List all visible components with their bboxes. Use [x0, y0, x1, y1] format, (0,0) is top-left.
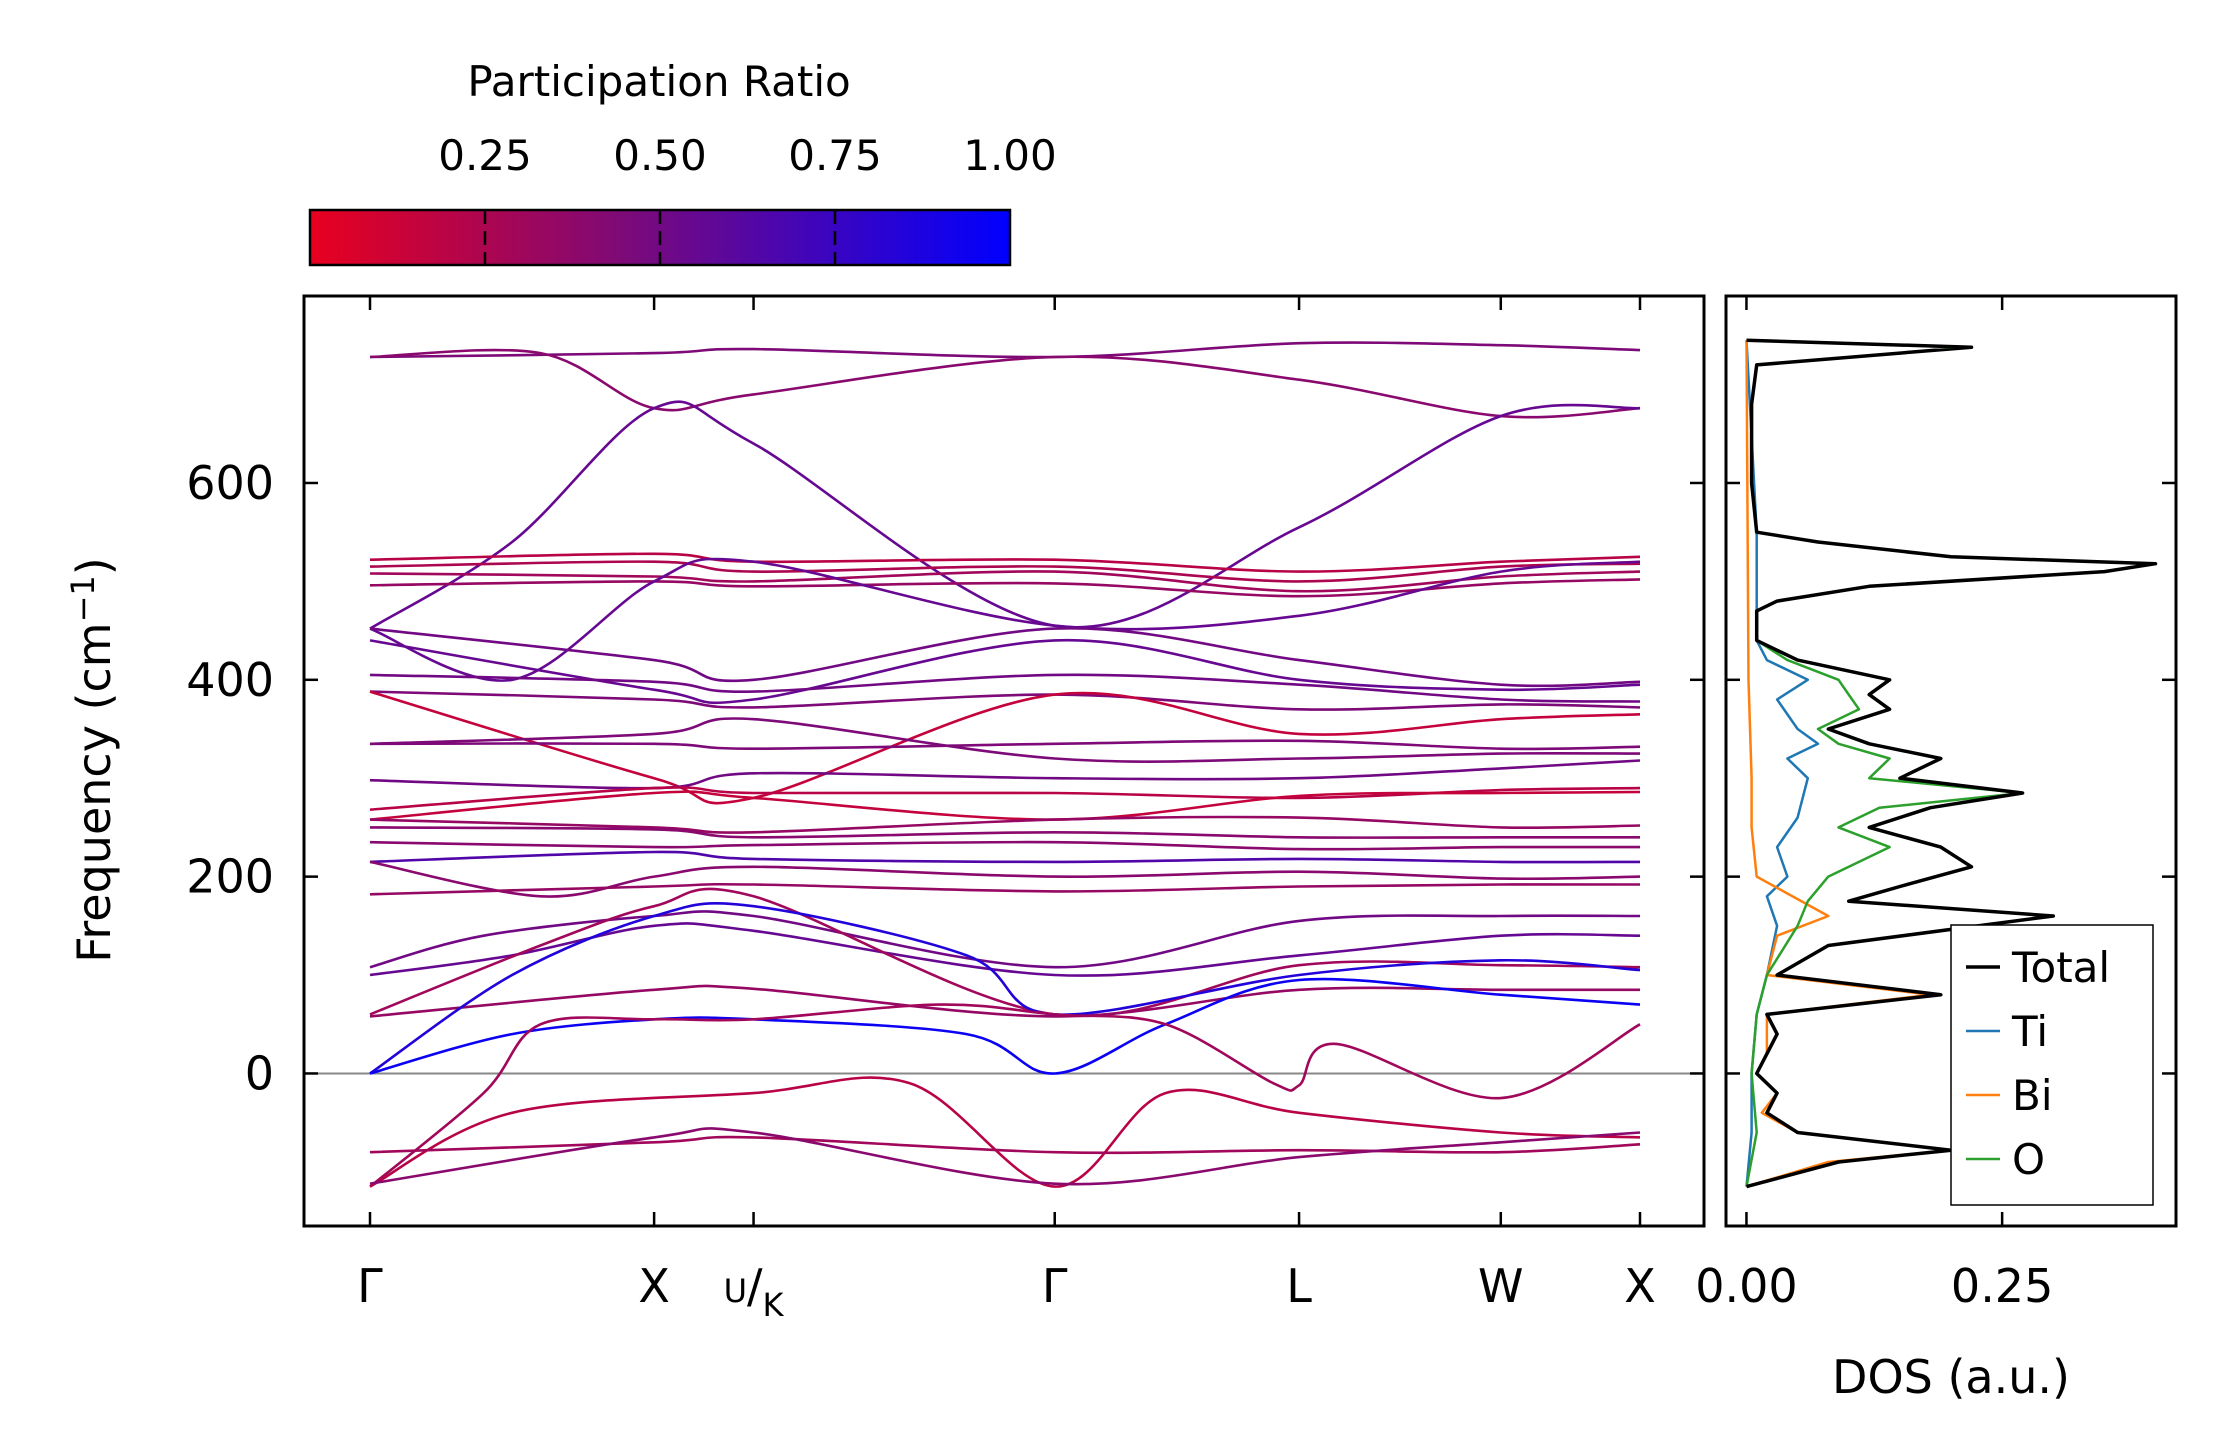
phonon-band-31 — [369, 1003, 1641, 1188]
main-axes-frame — [302, 294, 1706, 1228]
colorbar-title: Participation Ratio — [467, 57, 850, 106]
legend-label-o: O — [2012, 1135, 2045, 1184]
dos-x-axis-label: DOS (a.u.) — [1832, 1350, 2070, 1404]
phonon-band-12 — [369, 690, 1641, 711]
phonon-band-4 — [369, 552, 1641, 573]
phonon-band-32 — [369, 1076, 1641, 1188]
colorbar-tick-label-0.25: 0.25 — [438, 131, 532, 180]
phonon-band-34 — [369, 1127, 1641, 1186]
phonon-band-3 — [369, 400, 1641, 630]
k-tick-label-6: W — [1478, 1259, 1523, 1313]
k-tick-label-3: U/K — [724, 1259, 785, 1324]
y-tick-label-0: 0 — [245, 1046, 274, 1100]
colorbar: Participation Ratio 0.25 0.50 0.75 1.00 — [308, 57, 1057, 267]
phonon-band-26 — [369, 922, 1641, 977]
phonon-band-15 — [369, 717, 1641, 763]
phonon-band-24 — [369, 882, 1641, 896]
y-axis-label-close: ) — [67, 557, 121, 575]
phonon-band-25 — [369, 910, 1641, 969]
phonon-band-1 — [369, 341, 1641, 359]
phonon-band-10 — [369, 638, 1641, 705]
k-tick-label-4: Γ — [1042, 1259, 1068, 1313]
y-axis-label-main: Frequency (cm — [67, 622, 121, 962]
colorbar-ticks: 0.25 0.50 0.75 1.00 — [438, 131, 1057, 265]
phonon-band-21 — [369, 840, 1641, 851]
phonon-band-8 — [369, 557, 1641, 682]
band-structure-plot: 0 200 400 600 Γ X U/K Γ L W X Frequency (cm−1) — [64, 294, 1706, 1324]
dos-x-ticks: 0.00 0.25 — [1695, 296, 2053, 1313]
dos-y-ticks — [1726, 481, 2176, 1075]
phonon-band-6 — [369, 570, 1641, 593]
phonon-band-9 — [369, 627, 1641, 688]
dos-x-tick-label-0.00: 0.00 — [1695, 1259, 1797, 1313]
legend-label-total: Total — [2011, 943, 2110, 992]
phonon-band-13 — [369, 690, 1641, 805]
k-tick-label-7: X — [1624, 1259, 1656, 1313]
y-tick-label-200: 200 — [186, 850, 274, 904]
colorbar-tick-label-0.50: 0.50 — [613, 131, 707, 180]
dos-series-bi — [1745, 340, 1953, 1188]
phonon-band-29 — [369, 901, 1641, 1075]
phonon-band-14 — [369, 739, 1641, 751]
dos-series-ti — [1745, 340, 1820, 1187]
phonon-band-19 — [369, 815, 1641, 834]
legend-label-ti: Ti — [2011, 1007, 2048, 1056]
phonon-band-20 — [369, 826, 1640, 839]
phonon-band-28 — [369, 984, 1640, 1018]
phonon-band-30 — [369, 977, 1641, 1075]
colorbar-tick-label-0.75: 0.75 — [788, 131, 882, 180]
phonon-band-27 — [369, 887, 1641, 1018]
phonon-band-2 — [369, 348, 1641, 419]
k-tick-label-2: X — [638, 1259, 670, 1313]
dos-plot: 0.00 0.25 DOS (a.u.) Total Ti Bi O — [1695, 294, 2178, 1404]
phonon-band-7 — [369, 578, 1641, 598]
phonon-band-5 — [369, 560, 1641, 583]
y-axis-label: Frequency (cm−1) — [64, 557, 121, 962]
dos-axes-frame — [1724, 294, 2178, 1228]
k-tick-label-1: Γ — [357, 1259, 383, 1313]
k-tick-label-5: L — [1286, 1259, 1312, 1313]
legend-label-bi: Bi — [2012, 1071, 2052, 1120]
phonon-band-16 — [369, 759, 1641, 790]
colorbar-tick-label-1.00: 1.00 — [963, 131, 1057, 180]
phonon-band-23 — [369, 860, 1641, 898]
phonon-band-18 — [369, 790, 1641, 821]
phonon-bands — [369, 341, 1641, 1188]
main-k-point-ticks: Γ X U/K Γ L W X — [357, 296, 1656, 1324]
dos-series — [1745, 338, 2158, 1189]
dos-series-total — [1746, 338, 2158, 1189]
y-tick-label-400: 400 — [186, 653, 274, 707]
phonon-band-33 — [369, 1135, 1641, 1155]
legend-items: Total Ti Bi O — [1966, 943, 2110, 1184]
phonon-band-22 — [369, 850, 1641, 864]
dos-legend: Total Ti Bi O — [1950, 924, 2154, 1206]
y-axis-label-superscript: −1 — [64, 575, 102, 622]
phonon-band-17 — [369, 786, 1641, 811]
dos-x-tick-label-0.25: 0.25 — [1951, 1259, 2053, 1313]
main-y-ticks: 0 200 400 600 — [186, 456, 1704, 1100]
y-tick-label-600: 600 — [186, 456, 274, 510]
phonon-band-11 — [369, 673, 1641, 703]
